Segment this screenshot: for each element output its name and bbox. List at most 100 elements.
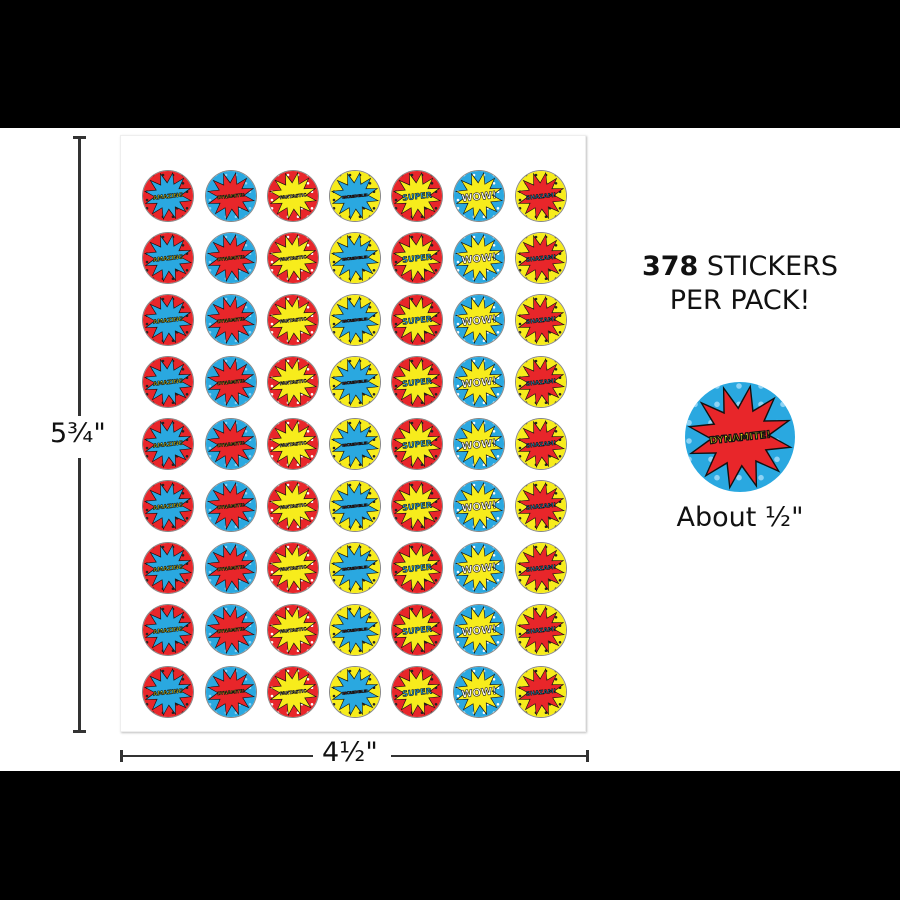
sticker-super: SUPER: [392, 419, 442, 469]
svg-text:FANTASTIC: FANTASTIC: [280, 564, 307, 573]
sticker-incredible: INCREDIBLE!: [330, 605, 380, 655]
sticker-fantastic: FANTASTIC: [268, 295, 318, 345]
bottom-black-band: [0, 771, 900, 900]
svg-text:INCREDIBLE!: INCREDIBLE!: [342, 565, 368, 572]
sticker-dynamite: DYNAMITE!: [206, 543, 256, 593]
height-dimension-label: 5¾": [50, 418, 106, 449]
svg-text:SHAZAM!: SHAZAM!: [526, 255, 557, 264]
sticker-fantastic: FANTASTIC: [268, 357, 318, 407]
svg-text:SHAZAM!: SHAZAM!: [526, 565, 557, 574]
sticker-dynamite: DYNAMITE!: [206, 357, 256, 407]
sticker-dynamite: DYNAMITE!: [206, 481, 256, 531]
sticker-amazing: AMAZING: [143, 357, 193, 407]
svg-text:FANTASTIC: FANTASTIC: [280, 440, 307, 449]
sticker-fantastic: FANTASTIC: [268, 481, 318, 531]
svg-text:SUPER: SUPER: [402, 439, 433, 451]
svg-text:DYNAMITE!: DYNAMITE!: [217, 440, 245, 449]
svg-text:AMAZING: AMAZING: [153, 503, 184, 512]
sticker-wow: WOW!: [454, 605, 504, 655]
sticker-shazam: SHAZAM!: [516, 357, 566, 407]
svg-text:WOW!: WOW!: [461, 190, 497, 205]
sticker-shazam: SHAZAM!: [516, 233, 566, 283]
svg-text:FANTASTIC: FANTASTIC: [280, 502, 307, 511]
svg-text:FANTASTIC: FANTASTIC: [280, 378, 307, 387]
svg-text:SHAZAM!: SHAZAM!: [526, 317, 557, 326]
svg-text:DYNAMITE!: DYNAMITE!: [217, 378, 245, 387]
svg-text:DYNAMITE!: DYNAMITE!: [217, 254, 245, 263]
sticker-wow: WOW!: [454, 295, 504, 345]
sticker-fantastic: FANTASTIC: [268, 233, 318, 283]
svg-text:SUPER: SUPER: [402, 191, 433, 203]
svg-text:SHAZAM!: SHAZAM!: [526, 627, 557, 636]
svg-text:WOW!: WOW!: [461, 562, 497, 577]
sticker-amazing: AMAZING: [143, 481, 193, 531]
sticker-shazam: SHAZAM!: [516, 605, 566, 655]
sticker-count: 378: [641, 251, 699, 282]
sticker-incredible: INCREDIBLE!: [330, 171, 380, 221]
sticker-wow: WOW!: [454, 481, 504, 531]
svg-text:SUPER: SUPER: [402, 625, 433, 637]
width-dimension-line-left: [121, 755, 313, 757]
svg-text:INCREDIBLE!: INCREDIBLE!: [342, 193, 368, 200]
svg-text:INCREDIBLE!: INCREDIBLE!: [342, 379, 368, 386]
svg-text:AMAZING: AMAZING: [153, 193, 184, 202]
svg-text:SUPER: SUPER: [402, 253, 433, 265]
sticker-incredible: INCREDIBLE!: [330, 543, 380, 593]
svg-text:WOW!: WOW!: [461, 376, 497, 391]
sticker-incredible: INCREDIBLE!: [330, 481, 380, 531]
top-black-band: [0, 0, 900, 128]
svg-text:SUPER: SUPER: [402, 315, 433, 327]
svg-text:FANTASTIC: FANTASTIC: [280, 192, 307, 201]
sticker-dynamite: DYNAMITE!: [206, 171, 256, 221]
sticker-wow: WOW!: [454, 171, 504, 221]
svg-text:DYNAMITE!: DYNAMITE!: [217, 316, 245, 325]
svg-text:INCREDIBLE!: INCREDIBLE!: [342, 255, 368, 262]
svg-text:SUPER: SUPER: [402, 563, 433, 575]
sample-sticker-dynamite: DYNAMITE!: [685, 382, 795, 492]
svg-text:FANTASTIC: FANTASTIC: [280, 688, 307, 697]
svg-text:AMAZING: AMAZING: [153, 255, 184, 264]
height-dimension-line-upper: [78, 137, 81, 416]
sticker-incredible: INCREDIBLE!: [330, 357, 380, 407]
svg-text:INCREDIBLE!: INCREDIBLE!: [342, 689, 368, 696]
sticker-dynamite: DYNAMITE!: [206, 667, 256, 717]
sticker-fantastic: FANTASTIC: [268, 667, 318, 717]
svg-text:SUPER: SUPER: [402, 377, 433, 389]
svg-text:INCREDIBLE!: INCREDIBLE!: [342, 317, 368, 324]
sticker-super: SUPER: [392, 171, 442, 221]
sticker-dynamite: DYNAMITE!: [206, 233, 256, 283]
svg-text:FANTASTIC: FANTASTIC: [280, 626, 307, 635]
svg-text:SHAZAM!: SHAZAM!: [526, 503, 557, 512]
height-dimension-line-lower: [78, 458, 81, 731]
svg-text:SHAZAM!: SHAZAM!: [526, 193, 557, 202]
sticker-shazam: SHAZAM!: [516, 295, 566, 345]
svg-text:WOW!: WOW!: [461, 686, 497, 701]
sticker-incredible: INCREDIBLE!: [330, 233, 380, 283]
svg-text:DYNAMITE!: DYNAMITE!: [217, 564, 245, 573]
svg-text:DYNAMITE!: DYNAMITE!: [217, 626, 245, 635]
svg-text:AMAZING: AMAZING: [153, 689, 184, 698]
svg-text:INCREDIBLE!: INCREDIBLE!: [342, 627, 368, 634]
svg-text:WOW!: WOW!: [461, 314, 497, 329]
sticker-fantastic: FANTASTIC: [268, 171, 318, 221]
sticker-shazam: SHAZAM!: [516, 543, 566, 593]
sticker-count-headline: 378 STICKERS PER PACK!: [600, 250, 880, 318]
sticker-fantastic: FANTASTIC: [268, 543, 318, 593]
sticker-amazing: AMAZING: [143, 171, 193, 221]
svg-text:SUPER: SUPER: [402, 687, 433, 699]
sample-size-caption: About ½": [676, 502, 804, 533]
svg-text:AMAZING: AMAZING: [153, 317, 184, 326]
svg-text:WOW!: WOW!: [461, 438, 497, 453]
svg-text:DYNAMITE!: DYNAMITE!: [217, 502, 245, 511]
sticker-dynamite: DYNAMITE!: [206, 605, 256, 655]
sticker-wow: WOW!: [454, 667, 504, 717]
width-dimension-label: 4½": [322, 737, 378, 768]
svg-text:SHAZAM!: SHAZAM!: [526, 689, 557, 698]
sticker-super: SUPER: [392, 233, 442, 283]
svg-text:FANTASTIC: FANTASTIC: [280, 316, 307, 325]
sticker-wow: WOW!: [454, 357, 504, 407]
svg-text:DYNAMITE!: DYNAMITE!: [217, 192, 245, 201]
svg-text:AMAZING: AMAZING: [153, 441, 184, 450]
sticker-shazam: SHAZAM!: [516, 171, 566, 221]
sticker-wow: WOW!: [454, 419, 504, 469]
